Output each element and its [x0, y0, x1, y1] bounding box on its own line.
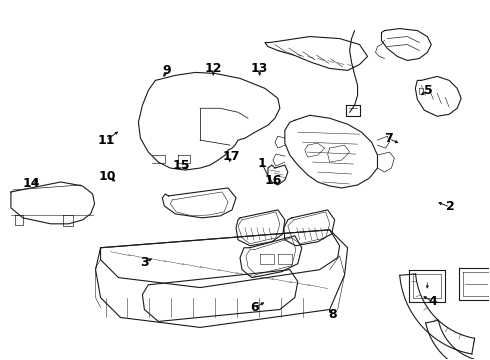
- Text: 2: 2: [445, 201, 454, 213]
- Text: 17: 17: [222, 150, 240, 163]
- Text: 3: 3: [141, 256, 149, 269]
- Text: 1: 1: [258, 157, 267, 170]
- Text: 10: 10: [98, 170, 116, 183]
- Text: 6: 6: [250, 301, 259, 314]
- Text: 14: 14: [23, 177, 41, 190]
- Text: 12: 12: [204, 62, 222, 75]
- Text: 15: 15: [173, 159, 190, 172]
- Text: 13: 13: [251, 62, 269, 75]
- Text: 11: 11: [97, 134, 115, 147]
- Text: 7: 7: [385, 132, 393, 145]
- Text: 8: 8: [329, 308, 337, 321]
- Text: 4: 4: [429, 296, 437, 309]
- Text: 9: 9: [163, 64, 171, 77]
- Text: 16: 16: [265, 174, 282, 186]
- Text: 5: 5: [424, 84, 432, 97]
